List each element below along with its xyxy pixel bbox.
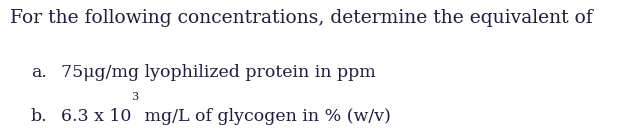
Text: For the following concentrations, determine the equivalent of: For the following concentrations, determ… (10, 9, 592, 27)
Text: 3: 3 (131, 92, 138, 102)
Text: 75μg/mg lyophilized protein in ppm: 75μg/mg lyophilized protein in ppm (61, 64, 376, 81)
Text: 6.3 x 10: 6.3 x 10 (61, 108, 131, 125)
Text: b.: b. (31, 108, 47, 125)
Text: mg/L of glycogen in % (w/v): mg/L of glycogen in % (w/v) (138, 108, 390, 125)
Text: a.: a. (31, 64, 47, 81)
